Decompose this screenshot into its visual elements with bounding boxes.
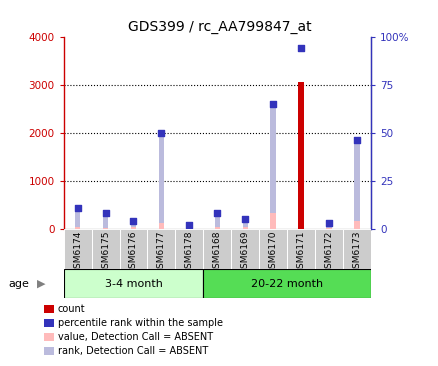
Text: GSM6172: GSM6172 xyxy=(324,231,333,274)
Bar xyxy=(258,229,286,269)
Bar xyxy=(342,229,370,269)
Text: GSM6170: GSM6170 xyxy=(268,231,277,274)
Bar xyxy=(147,229,175,269)
Bar xyxy=(203,269,370,298)
Bar xyxy=(353,221,359,229)
Text: GDS399 / rc_AA799847_at: GDS399 / rc_AA799847_at xyxy=(127,20,311,34)
Bar xyxy=(270,213,275,229)
Bar xyxy=(119,229,147,269)
Bar xyxy=(75,208,80,229)
Text: GSM6178: GSM6178 xyxy=(184,231,194,274)
Text: percentile rank within the sample: percentile rank within the sample xyxy=(58,318,223,328)
Point xyxy=(241,216,248,222)
Text: 20-22 month: 20-22 month xyxy=(251,279,322,289)
Bar xyxy=(242,227,247,229)
Bar xyxy=(64,229,92,269)
Point xyxy=(353,137,360,143)
Point xyxy=(102,210,109,216)
Bar xyxy=(64,269,203,298)
Text: age: age xyxy=(9,279,30,289)
Bar xyxy=(186,225,191,229)
Text: GSM6173: GSM6173 xyxy=(352,231,360,274)
Text: rank, Detection Call = ABSENT: rank, Detection Call = ABSENT xyxy=(58,346,208,356)
Text: count: count xyxy=(58,304,85,314)
Point xyxy=(269,101,276,107)
Text: GSM6177: GSM6177 xyxy=(156,231,166,274)
Bar xyxy=(131,221,136,229)
Text: GSM6168: GSM6168 xyxy=(212,231,221,274)
Bar xyxy=(92,229,119,269)
Bar xyxy=(102,228,108,229)
Bar xyxy=(131,227,136,229)
Text: GSM6169: GSM6169 xyxy=(240,231,249,274)
Bar xyxy=(270,105,275,229)
Bar xyxy=(325,224,331,229)
Bar xyxy=(159,133,164,229)
Text: 3-4 month: 3-4 month xyxy=(104,279,162,289)
Text: GSM6174: GSM6174 xyxy=(73,231,82,274)
Bar xyxy=(75,227,80,229)
Bar xyxy=(297,82,304,229)
Point xyxy=(325,220,332,226)
Point xyxy=(213,210,220,216)
Bar xyxy=(231,229,258,269)
Text: ▶: ▶ xyxy=(37,279,46,289)
Bar xyxy=(159,223,164,229)
Point xyxy=(297,45,304,51)
Bar xyxy=(175,229,203,269)
Text: GSM6176: GSM6176 xyxy=(129,231,138,274)
Bar xyxy=(186,228,191,229)
Point xyxy=(185,222,192,228)
Text: GSM6171: GSM6171 xyxy=(296,231,305,274)
Bar xyxy=(325,228,331,229)
Point xyxy=(74,205,81,210)
Text: value, Detection Call = ABSENT: value, Detection Call = ABSENT xyxy=(58,332,212,342)
Text: GSM6175: GSM6175 xyxy=(101,231,110,274)
Bar xyxy=(286,229,314,269)
Bar xyxy=(203,229,231,269)
Bar xyxy=(314,229,342,269)
Bar xyxy=(102,214,108,229)
Point xyxy=(130,218,137,224)
Bar xyxy=(353,142,359,229)
Bar xyxy=(214,227,219,229)
Bar xyxy=(242,220,247,229)
Bar xyxy=(214,214,219,229)
Point xyxy=(158,130,165,135)
